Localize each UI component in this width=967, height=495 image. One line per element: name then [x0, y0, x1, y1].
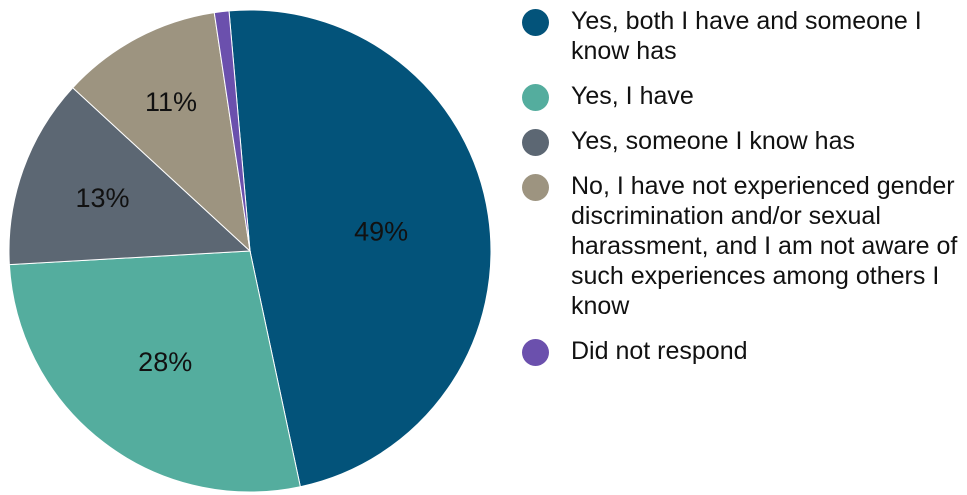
pie-slice-label-no: 11% — [145, 87, 197, 117]
legend: Yes, both I have and someone I know has … — [522, 6, 962, 381]
legend-item-did-not-respond: Did not respond — [522, 336, 962, 366]
legend-item-no: No, I have not experienced gender discri… — [522, 171, 962, 321]
pie-slice-did-not-respond — [213, 10, 251, 252]
legend-swatch-someone-i-know — [522, 129, 549, 156]
legend-swatch-both — [522, 9, 549, 36]
pie-slice-someone-i-know — [8, 87, 252, 266]
legend-label-no: No, I have not experienced gender discri… — [571, 172, 958, 320]
legend-item-i-have: Yes, I have — [522, 81, 962, 111]
legend-item-both: Yes, both I have and someone I know has — [522, 6, 962, 66]
pie-slice-label-i-have: 28% — [138, 347, 192, 377]
pie-slice-both — [228, 9, 492, 488]
pie-slice-no — [72, 12, 251, 253]
pie-slice-i-have — [8, 250, 301, 493]
legend-label-i-have: Yes, I have — [571, 82, 694, 110]
legend-label-someone-i-know: Yes, someone I know has — [571, 127, 855, 155]
legend-item-someone-i-know: Yes, someone I know has — [522, 126, 962, 156]
pie-slice-labels: 49% 28% 13% 11% — [75, 87, 408, 377]
pie-chart: 49% 28% 13% 11% — [8, 9, 492, 493]
legend-swatch-i-have — [522, 84, 549, 111]
pie-slice-label-someone-i-know: 13% — [75, 183, 129, 213]
pie-slices — [8, 9, 492, 493]
legend-swatch-no — [522, 174, 549, 201]
legend-swatch-did-not-respond — [522, 339, 549, 366]
legend-label-did-not-respond: Did not respond — [571, 337, 748, 365]
legend-label-both: Yes, both I have and someone I know has — [571, 7, 922, 65]
pie-slice-label-both: 49% — [354, 216, 408, 246]
